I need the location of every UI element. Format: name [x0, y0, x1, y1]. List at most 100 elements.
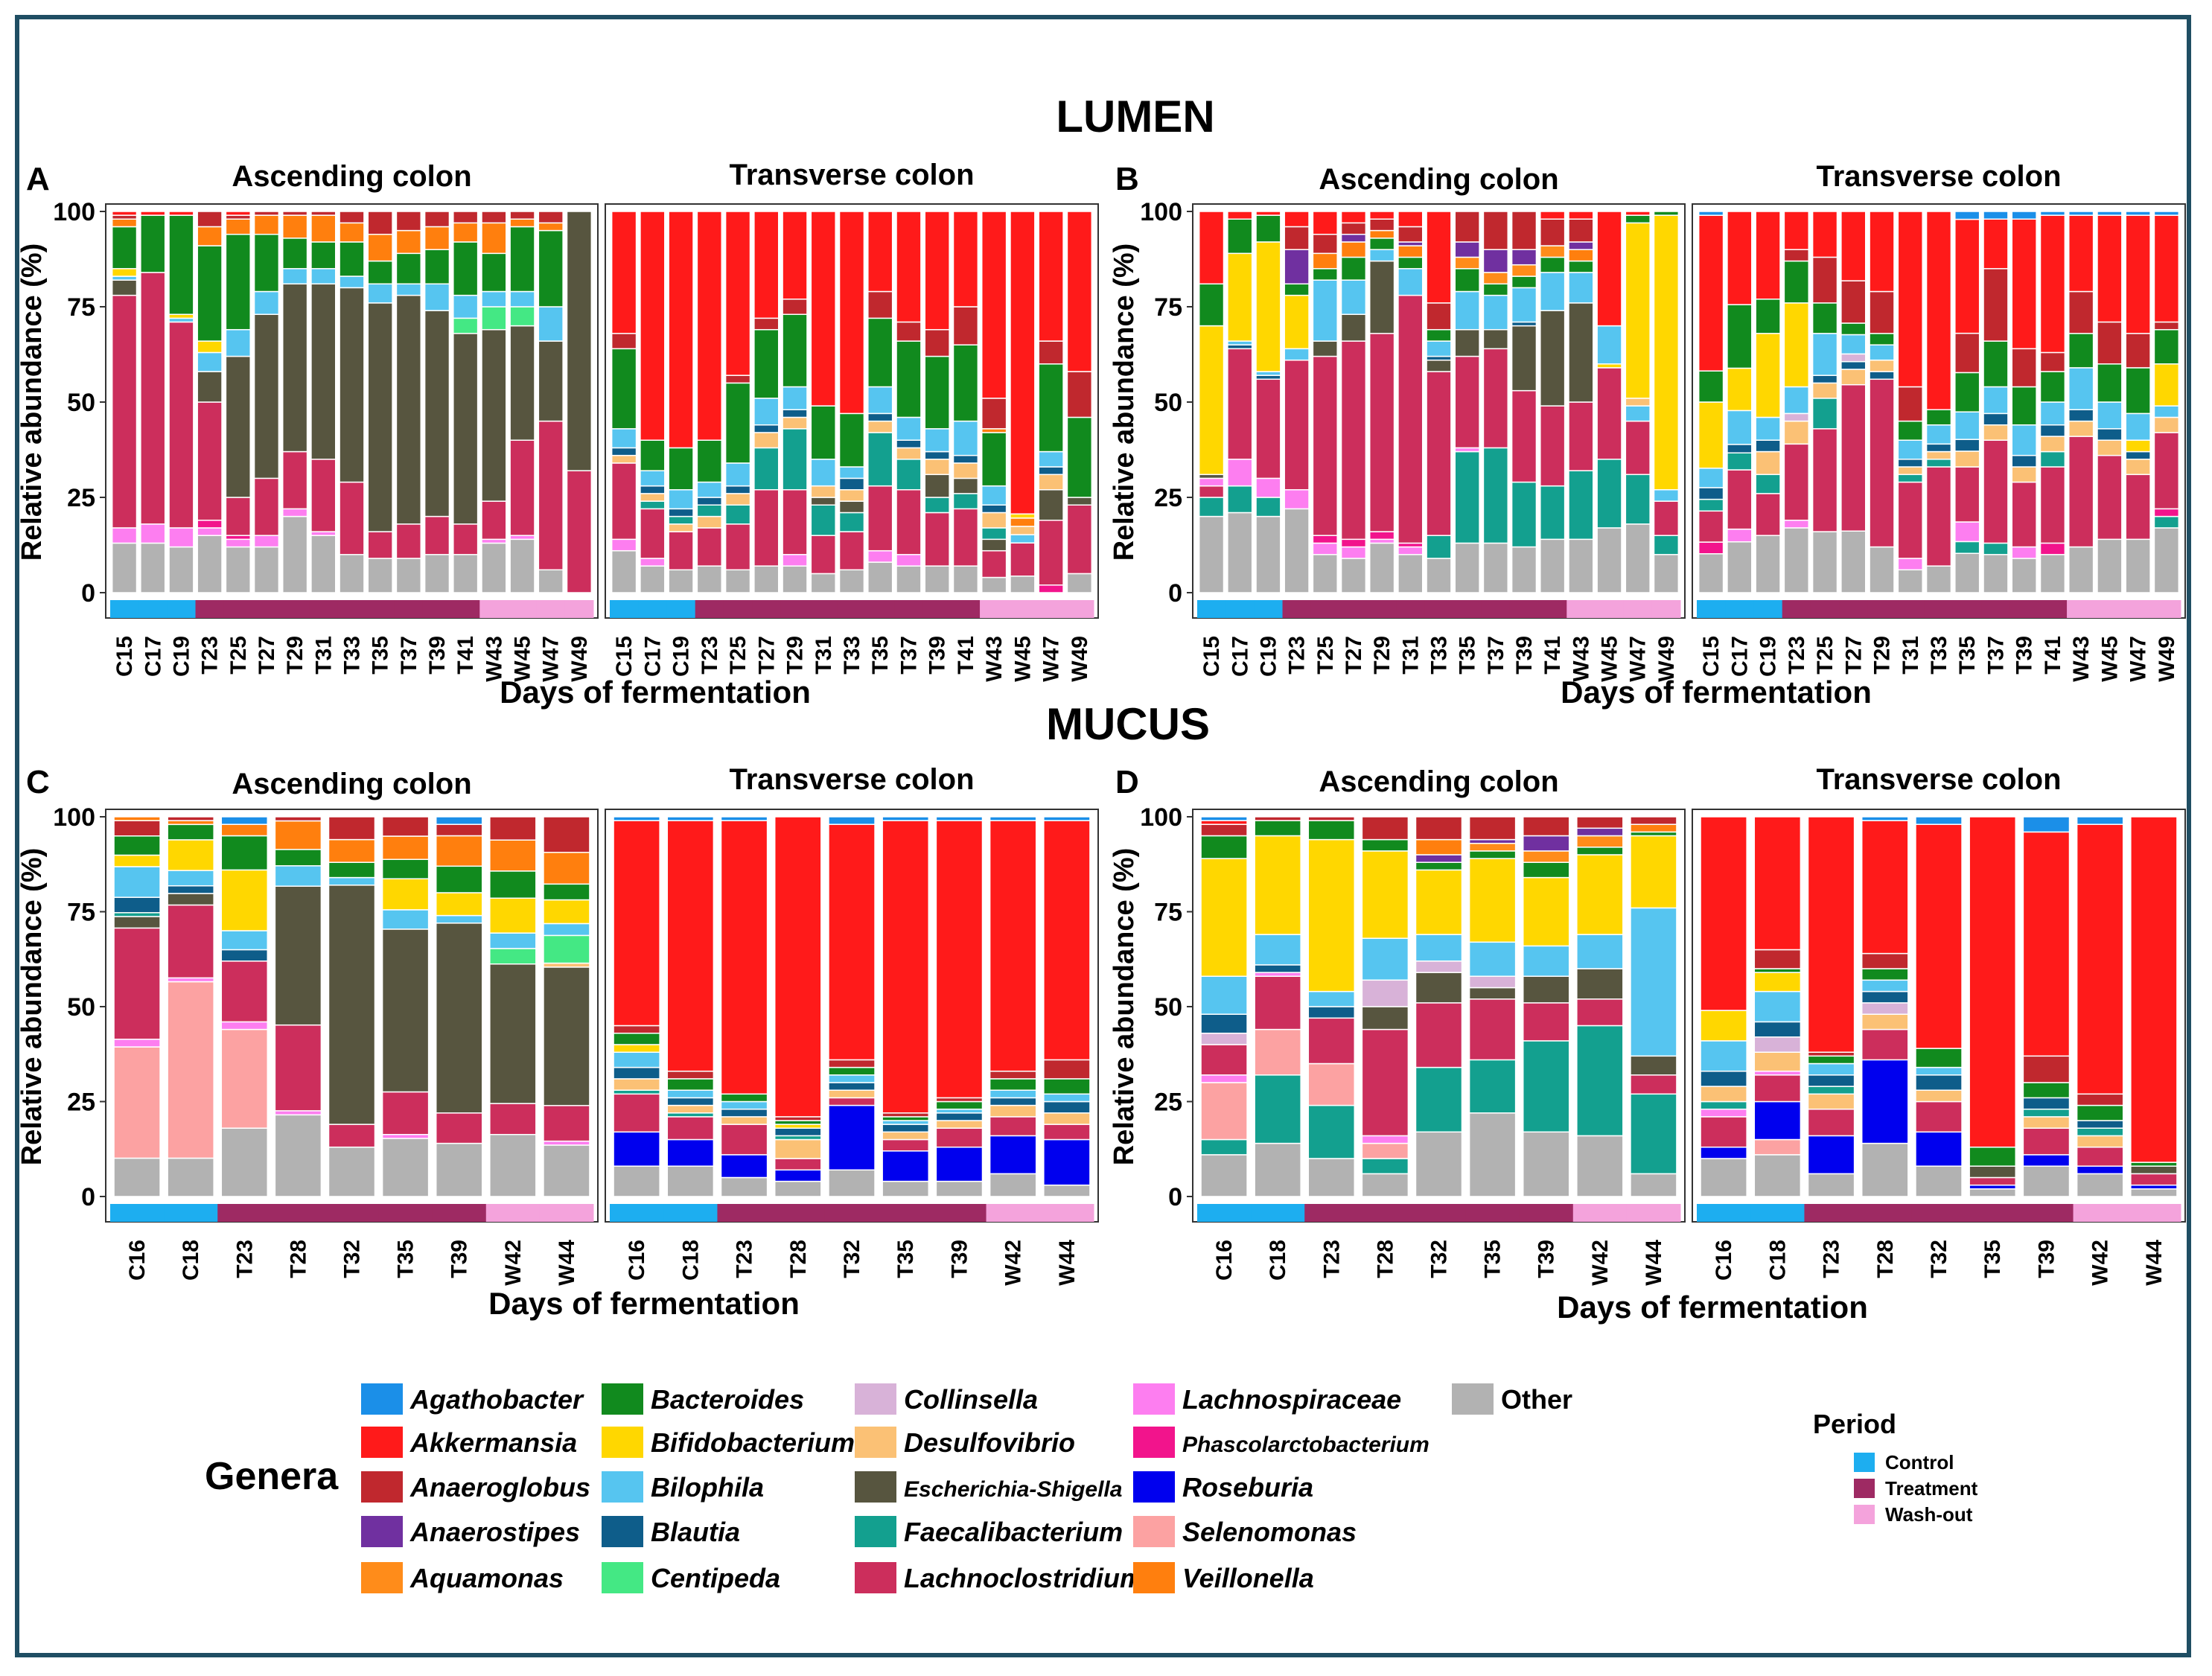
- bar-segment-other: [640, 565, 666, 593]
- bar-segment-escherichia-shigella: [1511, 325, 1537, 392]
- bar-segment-faecalibacterium: [1415, 1066, 1463, 1133]
- period-strip: [309, 600, 338, 618]
- period-strip: [485, 1204, 541, 1222]
- bar-segment-bilophila: [1454, 290, 1480, 331]
- bar-segment-desulfovibrio: [1783, 420, 1810, 445]
- period-strip: [1858, 1204, 1913, 1222]
- bar-segment-bifidobacterium: [220, 869, 269, 931]
- bar-segment-bilophila: [1698, 468, 1724, 488]
- bar-segment-akkermansia: [1915, 823, 1963, 1049]
- bar-segment-akkermansia: [882, 820, 930, 1114]
- bar-segment-lachnospiraceae: [640, 558, 666, 567]
- bar-segment-agathobacter: [613, 816, 660, 821]
- bar-segment-bacteroides: [1783, 260, 1810, 304]
- bar-segment-desulfovibrio: [753, 432, 780, 449]
- bar-segment-anaeroglobus: [435, 823, 483, 837]
- bar-W45: [1010, 211, 1036, 593]
- bar-T39: [2022, 816, 2071, 1197]
- period-strip: [1966, 1204, 2020, 1222]
- period-strip: [610, 1204, 664, 1222]
- bar-segment-other: [1755, 535, 1781, 593]
- bar-segment-lachnospiraceae: [381, 1133, 430, 1139]
- bar-segment-escherichia-shigella: [274, 885, 322, 1026]
- panel-B-trans: Transverse colon C15 C17 C19 T23 T25 T27 T29 T31…: [1692, 160, 2186, 682]
- bar-segment-lachnoclostridium: [1468, 998, 1517, 1061]
- bar-segment-other: [1361, 1173, 1409, 1197]
- bar-segment-desulfovibrio: [611, 454, 637, 464]
- bar-segment-bilophila: [724, 462, 751, 487]
- bar-T35: [367, 211, 393, 593]
- legend-item-other: Other: [1452, 1383, 1572, 1415]
- bar-segment-other: [1511, 546, 1537, 593]
- x-tick-label: W49: [2155, 636, 2179, 682]
- bar-segment-anaeroglobus: [1038, 340, 1064, 365]
- period-strip: [2009, 600, 2039, 618]
- bar-segment-anaeroglobus: [111, 214, 138, 220]
- bar-segment-lachnoclostridium: [566, 470, 593, 593]
- bar-segment-roseburia: [1915, 1131, 1963, 1167]
- bar-segment-bifidobacterium: [1783, 302, 1810, 388]
- bar-segment-other: [1925, 565, 1952, 593]
- bar-T33: [838, 211, 865, 593]
- legend-item-bifidobacterium: Bifidobacterium: [602, 1427, 855, 1458]
- bar-segment-anaeroglobus: [867, 290, 893, 319]
- bar-segment-other: [611, 549, 637, 593]
- period-strip: [1953, 600, 1982, 618]
- bar-segment-collinsella: [1415, 960, 1463, 973]
- period-strip: [1065, 600, 1094, 618]
- period-strip: [663, 1204, 718, 1222]
- y-axis-title: Relative abundance (%): [16, 848, 48, 1166]
- bar-segment-anaeroglobus: [1415, 816, 1463, 841]
- bar-segment-escherichia-shigella: [1540, 310, 1566, 407]
- bar-segment-desulfovibrio: [2153, 416, 2180, 433]
- bar-segment-other: [896, 565, 922, 593]
- bar-segment-anaeroglobus: [724, 375, 751, 384]
- bar-segment-bacteroides: [1954, 372, 1980, 412]
- y-axis-title: Relative abundance (%): [1109, 848, 1140, 1166]
- bar-segment-bacteroides: [1983, 340, 2009, 388]
- bar-segment-desulfovibrio: [810, 485, 836, 498]
- period-strip: [138, 600, 168, 618]
- bar-segment-anaeroglobus: [924, 328, 950, 357]
- legend-item-bacteroides: Bacteroides: [602, 1383, 804, 1415]
- bar-segment-other: [1915, 1165, 1963, 1197]
- bar-segment-lachnospiraceae: [1255, 477, 1281, 498]
- bar-segment-centipeda: [489, 948, 537, 965]
- bar-segment-faecalibacterium: [1454, 450, 1480, 544]
- bar-segment-other: [1783, 527, 1810, 593]
- bar-segment-akkermansia: [140, 211, 166, 216]
- legend-label: Collinsella: [904, 1384, 1038, 1415]
- bar-W49: [1653, 211, 1680, 593]
- bar-segment-collinsella: [1861, 1002, 1909, 1015]
- bar-segment-escherichia-shigella: [435, 923, 483, 1114]
- period-strip: [164, 1204, 218, 1222]
- bar-segment-aquamonas: [1511, 264, 1537, 277]
- bar-segment-bifidobacterium: [1625, 222, 1651, 399]
- bar-segment-veillonella: [453, 222, 479, 243]
- bar-T35: [1454, 211, 1480, 593]
- x-tick-label: C19: [1756, 636, 1781, 677]
- bar-segment-other: [782, 565, 808, 593]
- bar-segment-veillonella: [1415, 838, 1463, 855]
- bar-segment-lachnoclostridium: [140, 272, 166, 525]
- bar-C16: [1200, 816, 1248, 1197]
- bar-segment-akkermansia: [1066, 211, 1093, 372]
- bar-segment-blautia: [952, 454, 979, 464]
- bar-segment-other: [810, 573, 836, 593]
- bar-segment-faecalibacterium: [1426, 535, 1452, 559]
- legend-swatch: [1452, 1383, 1494, 1415]
- bar-segment-faecalibacterium: [1625, 474, 1651, 525]
- bar-segment-anaeroglobus: [395, 211, 422, 232]
- bar-T41: [453, 211, 479, 593]
- x-tick-label: T37: [1484, 636, 1508, 675]
- bar-segment-escherichia-shigella: [453, 333, 479, 525]
- bar-segment-other: [1811, 531, 1838, 593]
- bar-segment-anaeroglobus: [1511, 211, 1537, 250]
- bar-segment-anaeroglobus: [782, 299, 808, 315]
- bar-segment-escherichia-shigella: [328, 885, 376, 1125]
- bar-segment-lachnoclostridium: [1576, 998, 1624, 1027]
- lumen-title: LUMEN: [1056, 92, 1214, 141]
- bar-segment-anaeroglobus: [1454, 211, 1480, 243]
- bar-T31: [1897, 211, 1923, 593]
- period-strip: [2038, 600, 2068, 618]
